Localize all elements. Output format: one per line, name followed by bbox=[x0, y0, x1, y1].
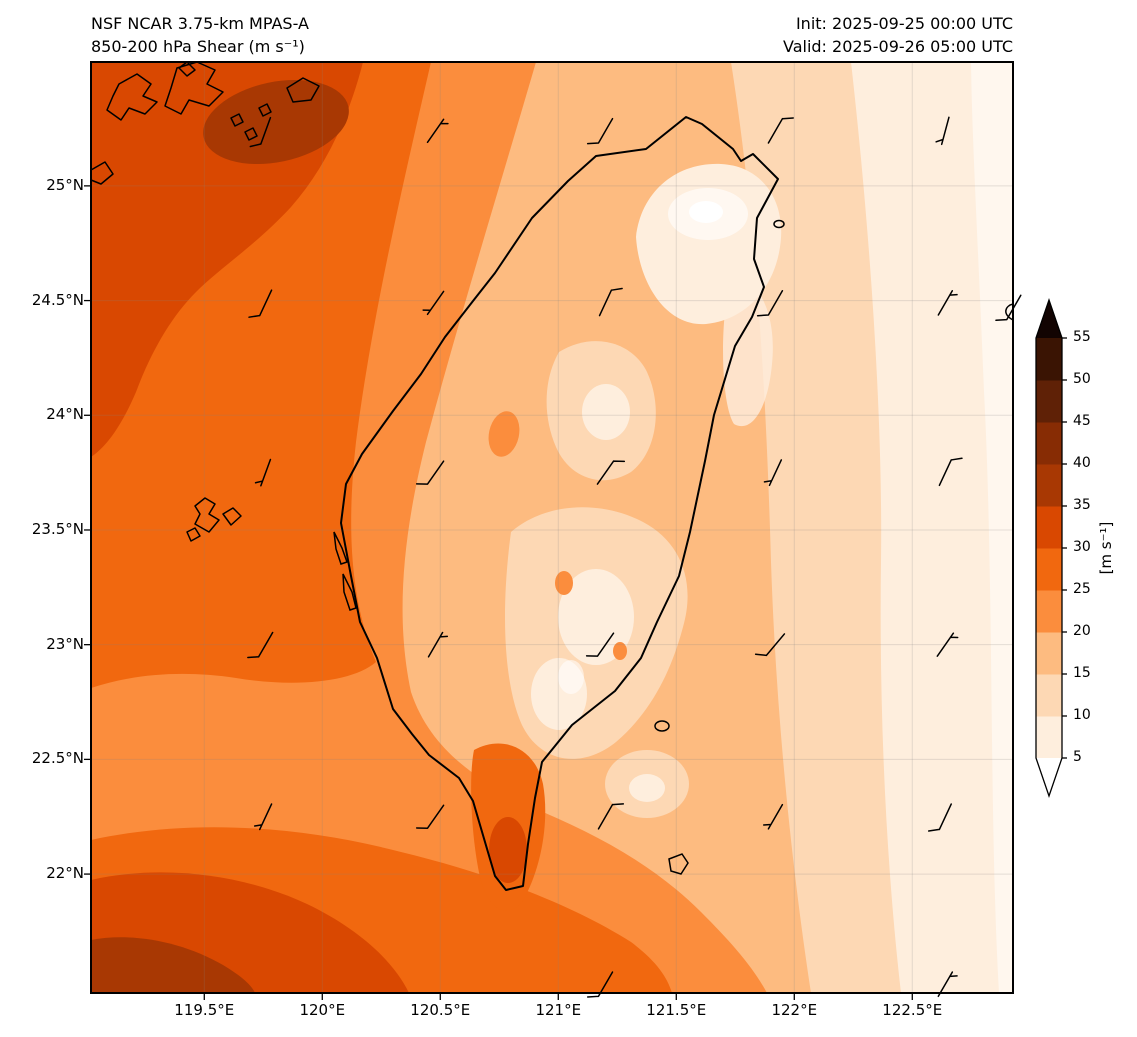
y-axis-labels: 25°N 24.5°N 24°N 23.5°N 23°N 22.5°N 22°N bbox=[0, 0, 84, 1037]
wind-barb bbox=[936, 632, 959, 657]
colorbar-segment bbox=[1036, 338, 1062, 381]
colorbar-tick-label: 50 bbox=[1073, 371, 1091, 387]
colorbar-tick-label: 5 bbox=[1073, 749, 1082, 765]
colorbar-segment bbox=[1036, 590, 1062, 633]
wind-barb bbox=[415, 804, 445, 829]
wind-barb bbox=[763, 459, 783, 487]
wind-barb bbox=[248, 289, 273, 318]
x-tick-label: 119.5°E bbox=[174, 1001, 235, 1019]
colorbar-tick-label: 40 bbox=[1073, 455, 1091, 471]
colorbar-segment bbox=[1036, 380, 1062, 423]
colorbar-tick-label: 25 bbox=[1073, 581, 1091, 597]
colorbar-over-arrow bbox=[1036, 300, 1062, 338]
colorbar-under-arrow bbox=[1036, 758, 1062, 796]
y-tick-label: 24.5°N bbox=[31, 290, 84, 309]
y-tick-label: 23.5°N bbox=[31, 519, 84, 538]
wind-barb bbox=[585, 632, 615, 657]
colorbar-tick-label: 45 bbox=[1073, 413, 1091, 429]
colorbar-segment bbox=[1036, 464, 1062, 507]
x-tick-label: 121°E bbox=[535, 1001, 582, 1019]
wind-barb bbox=[927, 803, 952, 832]
colorbar-tick-label: 20 bbox=[1073, 623, 1091, 639]
right-edge-island bbox=[1005, 303, 1014, 321]
wind-barb bbox=[756, 289, 784, 317]
colorbar-segment bbox=[1036, 632, 1062, 675]
wind-barb bbox=[935, 116, 950, 146]
orchid-island bbox=[668, 853, 689, 875]
colorbar-tick-label: 35 bbox=[1073, 497, 1091, 513]
wind-barb bbox=[254, 458, 272, 487]
title-block-left: NSF NCAR 3.75-km MPAS-A 850-200 hPa Shea… bbox=[91, 12, 309, 58]
y-tick-label: 22°N bbox=[46, 864, 84, 883]
valid-time: Valid: 2025-09-26 05:00 UTC bbox=[782, 37, 1013, 56]
wind-barb bbox=[938, 457, 963, 487]
x-tick-label: 120°E bbox=[299, 1001, 346, 1019]
wind-barb bbox=[767, 117, 794, 144]
offshore-islands bbox=[654, 219, 1014, 875]
shear-fill-contours bbox=[91, 62, 1013, 993]
x-tick-label: 122.5°E bbox=[882, 1001, 943, 1019]
colorbar-segment bbox=[1036, 674, 1062, 717]
field-title: 850-200 hPa Shear (m s⁻¹) bbox=[91, 37, 305, 56]
colorbar bbox=[1035, 297, 1070, 802]
axis-tick-marks bbox=[84, 185, 913, 1000]
china-coastline bbox=[90, 61, 320, 185]
wind-barb bbox=[415, 460, 445, 485]
y-tick-label: 25°N bbox=[46, 175, 84, 194]
colorbar-tick-label: 10 bbox=[1073, 707, 1091, 723]
wind-barb bbox=[597, 803, 625, 830]
x-tick-label: 122°E bbox=[771, 1001, 818, 1019]
wind-barb bbox=[762, 803, 784, 830]
colorbar-segment bbox=[1036, 548, 1062, 591]
guishan-island bbox=[773, 219, 785, 229]
wind-barb bbox=[754, 633, 786, 657]
penghu-islands bbox=[186, 497, 242, 542]
wind-barb bbox=[422, 290, 445, 316]
colorbar-unit-label: [m s⁻¹] bbox=[1097, 521, 1115, 575]
wind-barb bbox=[937, 289, 958, 316]
x-tick-label: 121.5°E bbox=[646, 1001, 707, 1019]
map-plot-area bbox=[84, 61, 1022, 1000]
graticule bbox=[91, 62, 1013, 993]
map-frame bbox=[90, 61, 1014, 994]
colorbar-tick-label: 55 bbox=[1073, 329, 1091, 345]
wind-barb bbox=[426, 118, 449, 144]
init-time: Init: 2025-09-25 00:00 UTC bbox=[795, 14, 1013, 33]
wind-barb bbox=[586, 117, 614, 145]
y-tick-label: 24°N bbox=[46, 405, 84, 424]
x-tick-label: 120.5°E bbox=[410, 1001, 471, 1019]
wind-barb bbox=[249, 116, 272, 148]
shear-map bbox=[84, 61, 1022, 1000]
x-axis-labels: 119.5°E 120°E 120.5°E 121°E 121.5°E 122°E 122.… bbox=[0, 1001, 1137, 1025]
west-coast-sandbars bbox=[333, 531, 357, 611]
wind-barb bbox=[596, 460, 626, 485]
colorbar-segment bbox=[1036, 716, 1062, 759]
green-island bbox=[654, 720, 670, 732]
colorbar-segment bbox=[1036, 422, 1062, 465]
wind-barb bbox=[253, 803, 273, 831]
colorbar-tick-label: 15 bbox=[1073, 665, 1091, 681]
coastlines bbox=[90, 61, 1014, 891]
wind-barb bbox=[427, 631, 449, 658]
wind-barb bbox=[598, 287, 623, 317]
taiwan-coastline bbox=[340, 116, 779, 891]
title-block-right: Init: 2025-09-25 00:00 UTC Valid: 2025-0… bbox=[783, 12, 1013, 58]
colorbar-segments bbox=[1036, 338, 1062, 759]
colorbar-tick-label: 30 bbox=[1073, 539, 1091, 555]
model-title: NSF NCAR 3.75-km MPAS-A bbox=[91, 14, 309, 33]
wind-barb bbox=[247, 631, 274, 659]
y-tick-label: 23°N bbox=[46, 634, 84, 653]
colorbar-tick-marks bbox=[1062, 337, 1067, 759]
colorbar-tick-labels: 5 10 15 20 25 30 35 40 45 50 55 bbox=[1073, 298, 1117, 818]
y-tick-label: 22.5°N bbox=[31, 749, 84, 768]
colorbar-segment bbox=[1036, 506, 1062, 549]
